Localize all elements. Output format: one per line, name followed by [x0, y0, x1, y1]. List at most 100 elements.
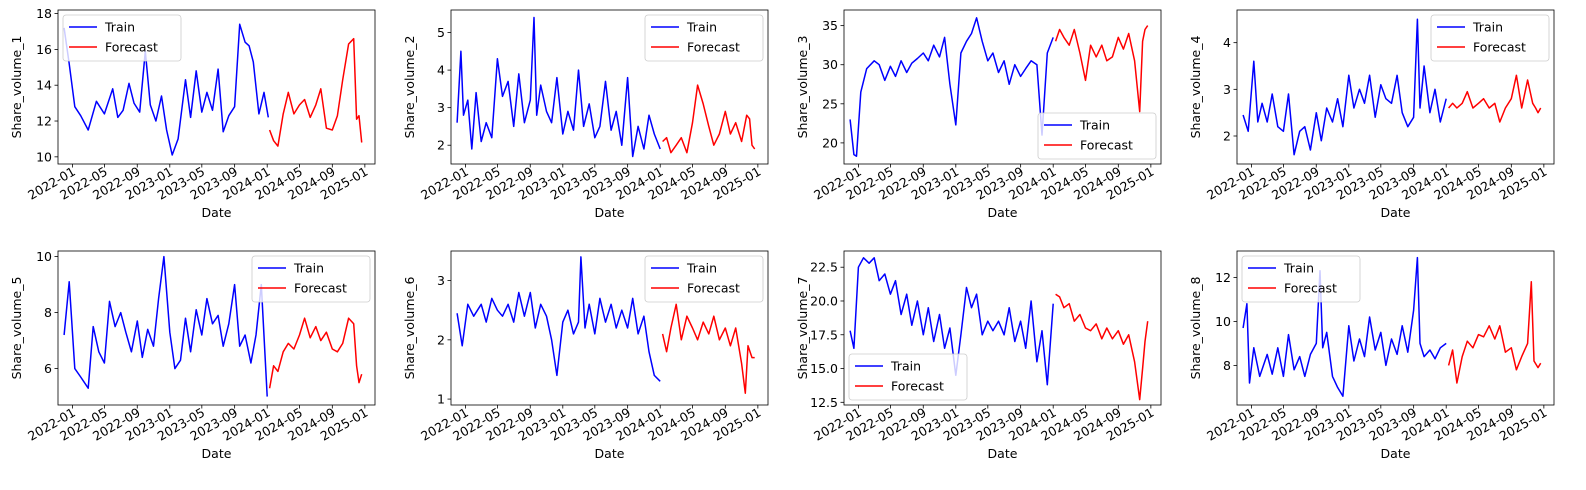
series-line-forecast	[661, 303, 755, 394]
plot-frame	[57, 9, 376, 165]
legend-label-train: Train	[890, 359, 921, 374]
y-tick-label: 22.5	[810, 260, 838, 275]
y-tick-label: 16	[36, 42, 52, 57]
x-axis-label: Date	[202, 446, 232, 461]
plot-frame	[1236, 250, 1555, 406]
chart-7: 12.515.017.520.022.52022-012022-052022-0…	[795, 250, 1162, 461]
series-line-forecast	[1054, 25, 1149, 113]
series-line-forecast	[1055, 293, 1149, 401]
series-line-forecast	[268, 37, 363, 147]
series-line-train	[456, 256, 661, 382]
x-axis-label: Date	[1381, 446, 1411, 461]
series-line-forecast	[662, 84, 756, 154]
y-tick-label: 2	[437, 138, 445, 153]
y-tick-label: 25	[822, 96, 838, 111]
legend: Train Forecast	[62, 14, 182, 62]
x-axis-label: Date	[1381, 205, 1411, 220]
legend: Train Forecast	[644, 255, 764, 303]
y-tick-label: 8	[44, 305, 52, 320]
y-tick-label: 3	[437, 273, 445, 288]
y-tick-label: 2	[1223, 129, 1231, 144]
legend-label-train: Train	[1283, 261, 1314, 276]
legend-label-forecast: Forecast	[1473, 40, 1526, 55]
y-tick-label: 12.5	[810, 395, 838, 410]
y-tick-label: 14	[36, 78, 52, 93]
y-tick-label: 2	[437, 332, 445, 347]
y-axis-label: Share_volume_3	[795, 36, 810, 139]
chart-5: 68102022-012022-052022-092023-012023-052…	[9, 249, 376, 461]
y-tick-label: 8	[1223, 358, 1231, 373]
legend: Train Forecast	[1241, 255, 1361, 303]
y-axis-label: Share_volume_4	[1188, 36, 1203, 139]
legend-label-forecast: Forecast	[687, 281, 740, 296]
series-line-train	[63, 23, 270, 156]
y-tick-label: 3	[437, 100, 445, 115]
legend: Train Forecast	[644, 14, 764, 62]
legend: Train Forecast	[251, 255, 371, 303]
chart-2: 23452022-012022-052022-092023-012023-052…	[402, 9, 769, 220]
x-axis-label: Date	[988, 205, 1018, 220]
series-line-train	[849, 17, 1054, 157]
series-line-train	[1242, 18, 1447, 156]
y-tick-label: 4	[437, 63, 445, 78]
y-tick-label: 18	[36, 6, 52, 21]
series-line-train	[456, 16, 661, 158]
y-axis-label: Share_volume_8	[1188, 277, 1203, 380]
y-tick-label: 30	[822, 57, 838, 72]
series-line-forecast	[1448, 74, 1542, 123]
x-axis-label: Date	[202, 205, 232, 220]
y-tick-label: 10	[36, 249, 52, 264]
legend-label-forecast: Forecast	[105, 40, 158, 55]
legend-label-forecast: Forecast	[1284, 281, 1337, 296]
plot-frame	[57, 250, 376, 406]
legend-label-forecast: Forecast	[1080, 138, 1133, 153]
y-tick-label: 20	[822, 135, 838, 150]
series-line-forecast	[268, 317, 363, 389]
legend-label-train: Train	[686, 261, 717, 276]
plot-frame	[1236, 9, 1555, 165]
legend-label-forecast: Forecast	[891, 379, 944, 394]
y-tick-label: 17.5	[810, 327, 838, 342]
y-tick-label: 35	[822, 18, 838, 33]
plot-frame	[450, 9, 769, 165]
legend-label-forecast: Forecast	[687, 40, 740, 55]
legend: Train Forecast	[1430, 14, 1550, 62]
y-axis-label: Share_volume_7	[795, 277, 810, 380]
chart-6: 1232022-012022-052022-092023-012023-0520…	[402, 250, 769, 461]
series-line-train	[849, 257, 1054, 386]
legend-label-train: Train	[686, 20, 717, 35]
y-axis-label: Share_volume_1	[9, 36, 24, 139]
y-tick-label: 1	[437, 392, 445, 407]
y-tick-label: 3	[1223, 82, 1231, 97]
legend-label-train: Train	[293, 261, 324, 276]
x-axis-label: Date	[988, 446, 1018, 461]
chart-1: 10121416182022-012022-052022-092023-0120…	[9, 6, 376, 220]
x-axis-label: Date	[595, 446, 625, 461]
legend: Train Forecast	[1037, 112, 1157, 160]
chart-4: 2342022-012022-052022-092023-012023-0520…	[1188, 9, 1555, 220]
y-axis-label: Share_volume_5	[9, 277, 24, 380]
y-tick-label: 20.0	[810, 293, 838, 308]
chart-3: 202530352022-012022-052022-092023-012023…	[795, 9, 1162, 220]
plot-frame	[450, 250, 769, 406]
series-line-forecast	[1447, 281, 1542, 384]
y-tick-label: 10	[1215, 314, 1231, 329]
series-line-train	[1242, 256, 1447, 397]
y-tick-label: 12	[36, 114, 52, 129]
legend-label-train: Train	[1079, 118, 1110, 133]
legend-label-train: Train	[1472, 20, 1503, 35]
y-axis-label: Share_volume_6	[402, 277, 417, 380]
legend-label-train: Train	[104, 20, 135, 35]
y-tick-label: 5	[437, 25, 445, 40]
y-axis-label: Share_volume_2	[402, 36, 417, 139]
legend: Train Forecast	[848, 353, 968, 401]
plot-frame	[843, 250, 1162, 406]
y-tick-label: 4	[1223, 35, 1231, 50]
y-tick-label: 12	[1215, 270, 1231, 285]
y-tick-label: 6	[44, 361, 52, 376]
y-tick-label: 15.0	[810, 361, 838, 376]
chart-8: 810122022-012022-052022-092023-012023-05…	[1188, 250, 1555, 461]
plot-frame	[843, 9, 1162, 165]
legend-label-forecast: Forecast	[294, 281, 347, 296]
